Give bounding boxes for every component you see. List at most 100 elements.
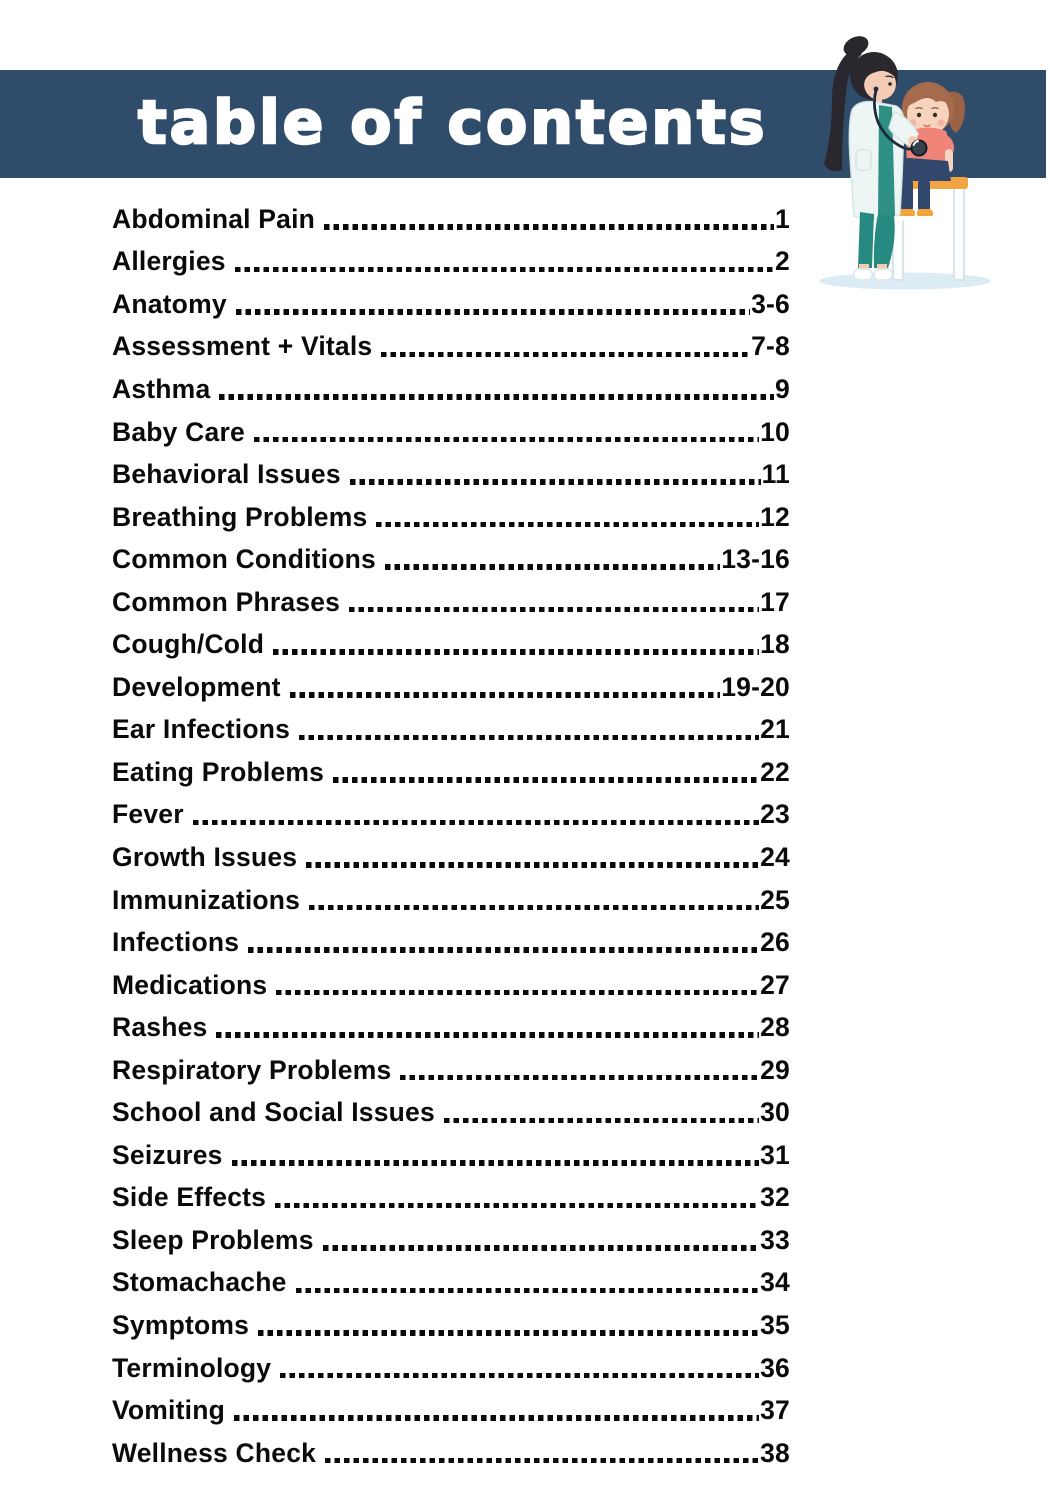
toc-entry-label: Baby Care: [112, 416, 245, 447]
dot-leader: [349, 479, 761, 485]
toc-entry-label: Respiratory Problems: [112, 1054, 392, 1085]
dot-leader: [289, 692, 721, 698]
toc-entry-label: Sleep Problems: [112, 1224, 314, 1255]
toc-entry-label: Terminology: [112, 1352, 272, 1383]
toc-entry-page: 3-6: [751, 288, 790, 319]
toc-entry-label: Behavioral Issues: [112, 459, 341, 490]
dot-leader: [333, 777, 760, 783]
toc-entry: Anatomy 3-6: [112, 283, 790, 326]
toc-entry-page: 17: [760, 586, 790, 617]
toc-entry-label: Asthma: [112, 373, 211, 404]
toc-entry: Wellness Check 38: [112, 1432, 790, 1475]
dot-leader: [376, 521, 760, 528]
toc-entry-page: 36: [760, 1352, 790, 1383]
toc-entry-label: Breathing Problems: [112, 501, 368, 532]
dot-leader: [295, 1287, 760, 1294]
toc-entry-label: Side Effects: [112, 1182, 267, 1213]
toc-entry: Respiratory Problems 29: [112, 1049, 790, 1092]
toc-entry-label: Allergies: [112, 246, 226, 277]
dot-leader: [309, 904, 760, 911]
toc-entry: Ear Infections 21: [112, 709, 790, 752]
toc-entry: Common Phrases 17: [112, 581, 790, 624]
toc-entry: Abdominal Pain 1: [112, 198, 790, 241]
dot-leader: [400, 1074, 760, 1081]
toc-entry: Breathing Problems 12: [112, 496, 790, 539]
toc-entry-label: Development: [112, 671, 281, 702]
doctor-examining-child-illustration: [819, 36, 991, 290]
toc-entry: Stomachache 34: [112, 1262, 790, 1305]
toc-entry-label: Common Phrases: [112, 586, 341, 617]
dot-leader: [248, 947, 760, 953]
toc-entry-page: 35: [760, 1309, 790, 1340]
toc-entry-page: 2: [775, 246, 790, 277]
toc-entry-page: 34: [760, 1267, 790, 1298]
toc-entry: Sleep Problems 33: [112, 1219, 790, 1262]
dot-leader: [306, 862, 760, 868]
dot-leader: [233, 1415, 760, 1421]
toc-entry-label: Ear Infections: [112, 714, 291, 745]
toc-entry-label: Fever: [112, 799, 184, 830]
toc-entry-label: Seizures: [112, 1139, 223, 1170]
toc-entry: Development 19-20: [112, 666, 790, 709]
toc-entry-page: 23: [760, 799, 790, 830]
toc-entry: Assessment + Vitals 7-8: [112, 326, 790, 369]
toc-entry-page: 12: [760, 501, 790, 532]
toc-entry: Cough/Cold 18: [112, 623, 790, 666]
floor-shadow: [819, 272, 991, 290]
toc-entry-page: 19-20: [721, 671, 790, 702]
dot-leader: [280, 1372, 760, 1379]
toc-entry-label: Rashes: [112, 1012, 208, 1043]
dot-leader: [299, 734, 760, 741]
toc-entry-page: 24: [760, 841, 790, 872]
toc-entry-label: Stomachache: [112, 1267, 287, 1298]
toc-entry-label: Vomiting: [112, 1395, 225, 1426]
toc-entry: Common Conditions 13-16: [112, 538, 790, 581]
toc-entry: Rashes 28: [112, 1006, 790, 1049]
dot-leader: [231, 1160, 760, 1166]
toc-entry-page: 22: [760, 756, 790, 787]
toc-entry-page: 28: [760, 1012, 790, 1043]
toc-entry-label: Wellness Check: [112, 1437, 317, 1468]
toc-entry: Terminology 36: [112, 1347, 790, 1390]
toc-entry: Vomiting 37: [112, 1389, 790, 1432]
page-title: table of contents: [137, 87, 768, 160]
toc-entry: Immunizations 25: [112, 879, 790, 922]
toc-entry-label: Assessment + Vitals: [112, 331, 373, 362]
toc-list: Abdominal Pain 1 Allergies 2 Anatomy 3-6…: [112, 198, 790, 1474]
toc-entry: Growth Issues 24: [112, 836, 790, 879]
toc-entry-label: Common Conditions: [112, 544, 376, 575]
toc-entry-page: 9: [775, 373, 790, 404]
dot-leader: [235, 309, 751, 315]
toc-entry: Side Effects 32: [112, 1177, 790, 1220]
toc-entry-page: 18: [760, 629, 790, 660]
toc-entry-page: 13-16: [721, 544, 790, 575]
dot-leader: [234, 266, 775, 273]
toc-entry-label: Medications: [112, 969, 268, 1000]
toc-entry: Medications 27: [112, 964, 790, 1007]
toc-entry: School and Social Issues 30: [112, 1091, 790, 1134]
dot-leader: [443, 1117, 760, 1123]
dot-leader: [384, 564, 721, 570]
toc-entry-page: 21: [760, 714, 790, 745]
dot-leader: [216, 1032, 760, 1038]
toc-entry-page: 27: [760, 969, 790, 1000]
toc-entry-label: School and Social Issues: [112, 1097, 435, 1128]
dot-leader: [325, 1457, 760, 1464]
dot-leader: [276, 989, 760, 996]
child-icon: [899, 82, 965, 221]
toc-entry-label: Growth Issues: [112, 841, 298, 872]
toc-entry-label: Anatomy: [112, 288, 227, 319]
toc-entry-label: Cough/Cold: [112, 629, 265, 660]
toc-entry-page: 26: [760, 927, 790, 958]
toc-entry-label: Eating Problems: [112, 756, 325, 787]
toc-entry-page: 25: [760, 884, 790, 915]
dot-leader: [349, 606, 760, 613]
toc-entry-label: Infections: [112, 927, 240, 958]
toc-entry-page: 33: [760, 1224, 790, 1255]
dot-leader: [324, 224, 775, 230]
doctor-icon: [824, 36, 919, 281]
toc-entry-label: Immunizations: [112, 884, 301, 915]
toc-entry: Fever 23: [112, 794, 790, 837]
toc-entry-label: Abdominal Pain: [112, 203, 316, 234]
